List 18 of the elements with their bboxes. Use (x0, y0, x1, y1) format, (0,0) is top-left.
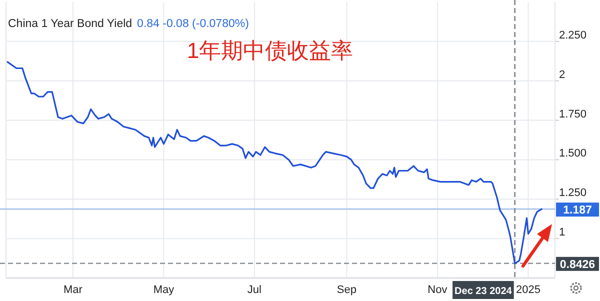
x-tick-label: 2025 (516, 284, 540, 296)
x-tick-label: Mar (63, 284, 83, 296)
y-tick-label: 1.500 (559, 148, 587, 160)
y-tick-label: 1.250 (559, 187, 587, 200)
x-tick-label: May (153, 284, 175, 296)
ref-line-label: 0.8426 (560, 258, 596, 271)
text: China 1 Year Bond Yield (8, 18, 132, 30)
ref-line-label: Dec 23 2024 (454, 286, 512, 297)
y-tick-label: 2.250 (559, 29, 587, 42)
x-tick-label: Jul (247, 284, 262, 296)
x-tick-label: Sep (336, 284, 356, 296)
text: 0.84 -0.08 (-0.0780%) (137, 18, 250, 30)
ref-line-label: 1.187 (563, 204, 592, 217)
y-tick-label: 2 (559, 68, 566, 81)
y-tick-label: 1.750 (559, 108, 587, 120)
y-tick-label: 1 (559, 226, 566, 239)
x-tick-label: Nov (428, 284, 448, 296)
annotation: 1年期中债收益率 (186, 38, 354, 63)
